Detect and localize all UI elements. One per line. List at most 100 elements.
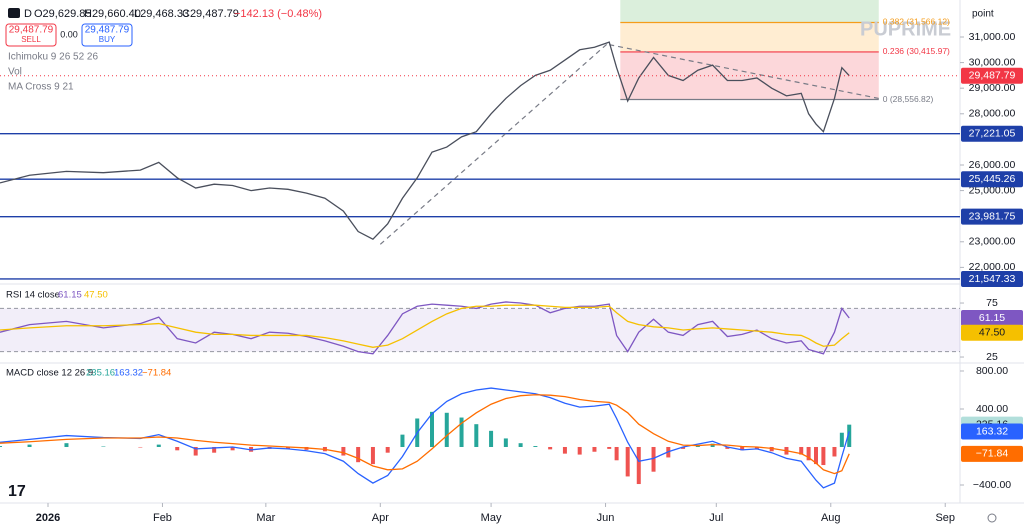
pane-title-value: 61.15: [58, 290, 82, 301]
x-tick-label: May: [481, 512, 502, 524]
tv-logo: 17: [8, 483, 26, 500]
histogram-bar: [341, 446, 346, 456]
price-tag: [961, 423, 1023, 440]
ohlc-open: O29,629.85: [34, 8, 92, 20]
fib-label: 0.236 (30,415.97): [883, 46, 950, 56]
histogram-bar: [370, 446, 375, 465]
histogram-bar: [0, 446, 2, 447]
pane-title-value: 163.32: [114, 368, 143, 379]
pane-title-value: −71.84: [142, 368, 171, 379]
buy-label: BUY: [99, 35, 116, 44]
price-tag-label: −71.84: [976, 448, 1009, 460]
histogram-bar: [562, 446, 567, 454]
histogram-bar: [839, 432, 844, 447]
histogram-bar: [503, 438, 508, 447]
price-tag-label: 47.50: [979, 327, 1005, 339]
macd-line: [0, 394, 850, 475]
y-tick-label: 29,000.00: [969, 82, 1016, 94]
price-tag: [961, 270, 1023, 287]
histogram-bar: [430, 411, 434, 447]
price-tag: [961, 125, 1023, 142]
x-tick-label: Aug: [821, 512, 841, 524]
fib-zone: [620, 22, 879, 52]
x-tick-label: 2026: [36, 512, 60, 524]
histogram-bar: [444, 412, 449, 447]
price-tag: [961, 445, 1023, 462]
trend-line: [609, 44, 879, 100]
histogram-bar: [847, 424, 852, 447]
histogram-bar: [230, 446, 235, 451]
histogram-bar: [212, 446, 217, 453]
price-tag-label: 21,547.33: [969, 273, 1016, 285]
y-tick-label: 23,000.00: [969, 236, 1016, 248]
histogram-bar: [754, 446, 759, 449]
fib-label: 0.382 (31,566.12): [883, 17, 950, 27]
histogram-bar: [681, 446, 686, 449]
x-tick-label: Feb: [153, 512, 172, 524]
histogram-bar: [27, 444, 32, 447]
histogram-bar: [459, 417, 464, 447]
histogram-bar: [725, 446, 730, 449]
histogram-bar: [607, 446, 612, 449]
symbol-icon: [8, 8, 20, 18]
settings-icon[interactable]: [987, 513, 997, 523]
y-tick-label: 75: [986, 297, 998, 309]
pane-title: RSI 14 close: [6, 290, 60, 301]
price-line: [0, 41, 850, 241]
histogram-bar: [614, 446, 619, 461]
brand: PUPRIME: [860, 18, 951, 40]
histogram-bar: [710, 443, 715, 447]
histogram-bar: [832, 446, 837, 457]
x-tick-label: Sep: [935, 512, 955, 524]
pane-title-value: 235.16: [86, 368, 115, 379]
fib-label: 0 (28,556.82): [883, 94, 934, 104]
histogram-bar: [400, 434, 405, 447]
scale-label: point: [972, 9, 994, 20]
histogram-bar: [577, 446, 582, 455]
histogram-bar: [548, 446, 553, 450]
underlay: [0, 0, 960, 353]
x-tick-label: Mar: [256, 512, 275, 524]
histogram-bar: [695, 445, 700, 447]
histogram-bar: [489, 430, 494, 447]
price-tag-label: 27,221.05: [969, 128, 1016, 140]
y-tick-label: 400.00: [976, 403, 1008, 415]
histogram-bar: [814, 446, 818, 465]
histogram-bar: [592, 446, 597, 452]
sell-price: 29,487.79: [9, 25, 54, 36]
x-tick-label: Jul: [709, 512, 723, 524]
y-tick-label: 30,000.00: [969, 56, 1016, 68]
price-tag-label: 163.32: [976, 425, 1008, 437]
x-tick-label: Apr: [372, 512, 389, 524]
histogram-bar: [740, 446, 745, 451]
histogram-bar: [193, 446, 198, 456]
x-tick-label: Jun: [597, 512, 615, 524]
indicator[interactable]: Vol: [8, 67, 22, 78]
price-tag: [961, 324, 1023, 341]
histogram-bar: [156, 444, 161, 447]
histogram-bar: [651, 446, 656, 472]
rsi-band: [0, 308, 960, 352]
y-tick-label: 22,000.00: [969, 261, 1016, 273]
y-tick-label: 26,000.00: [969, 159, 1016, 171]
y-tick-label: 800.00: [976, 365, 1008, 377]
histogram-bar: [625, 446, 630, 477]
buy-button[interactable]: [81, 23, 133, 47]
histogram-bar: [286, 446, 290, 449]
plot: [0, 36, 964, 507]
pane-title: MACD close 12 26 9: [6, 368, 93, 379]
y-tick-label: 31,000.00: [969, 31, 1016, 43]
ohlc-low: L29,468.33: [134, 8, 189, 20]
sell-button[interactable]: [5, 23, 57, 47]
indicator[interactable]: MA Cross 9 21: [8, 82, 74, 93]
indicator[interactable]: Ichimoku 9 26 52 26: [8, 52, 98, 63]
y-tick-label: −400.00: [973, 479, 1011, 491]
y-tick-label: 25: [986, 351, 998, 363]
pane-title-value: 47.50: [84, 290, 108, 301]
histogram-bar: [821, 446, 826, 466]
sell-label: SELL: [21, 35, 41, 44]
y-tick-label: 25,000.00: [969, 184, 1016, 196]
histogram-bar: [806, 446, 811, 461]
